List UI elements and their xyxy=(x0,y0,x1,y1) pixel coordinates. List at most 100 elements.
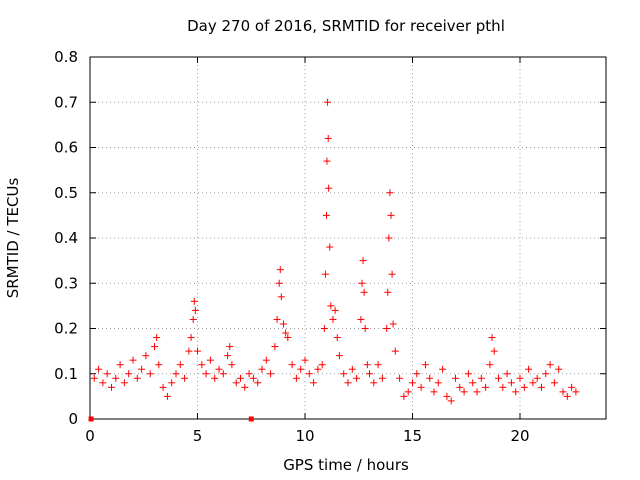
data-point xyxy=(555,365,563,373)
data-point xyxy=(276,266,284,274)
data-point xyxy=(282,329,290,337)
data-point xyxy=(146,370,154,378)
data-point xyxy=(329,315,337,323)
data-point xyxy=(310,379,318,387)
data-point xyxy=(404,388,412,396)
data-point xyxy=(325,184,333,192)
data-point xyxy=(499,383,507,391)
data-point xyxy=(324,134,332,142)
data-point xyxy=(176,361,184,369)
data-point xyxy=(550,379,558,387)
data-point xyxy=(464,370,472,378)
data-point xyxy=(384,288,392,296)
data-point xyxy=(284,334,292,342)
x-tick-label: 20 xyxy=(510,427,529,445)
data-point xyxy=(542,370,550,378)
data-point xyxy=(288,361,296,369)
data-point-square xyxy=(88,416,94,422)
y-tick-label: 0.7 xyxy=(54,93,78,111)
data-point xyxy=(292,374,300,382)
data-point xyxy=(386,189,394,197)
data-point xyxy=(323,157,331,165)
data-point xyxy=(108,383,115,391)
y-tick-label: 0.6 xyxy=(54,139,78,157)
data-point xyxy=(361,325,369,332)
data-point xyxy=(344,379,352,387)
data-point xyxy=(326,243,334,251)
data-point xyxy=(297,365,305,373)
data-point xyxy=(357,315,365,323)
data-point xyxy=(267,370,275,378)
x-axis: 0 5 10 15 20 xyxy=(85,57,530,445)
data-point xyxy=(280,320,287,328)
data-point xyxy=(172,370,180,378)
data-point xyxy=(305,370,313,378)
data-point xyxy=(190,297,198,305)
y-tick-label: 0.1 xyxy=(54,365,78,383)
data-point xyxy=(370,379,378,387)
data-point xyxy=(490,347,498,355)
data-point xyxy=(168,379,176,387)
data-point xyxy=(237,374,244,382)
data-point xyxy=(359,257,367,265)
data-point xyxy=(189,315,197,323)
data-point xyxy=(254,379,262,387)
data-point xyxy=(460,388,468,396)
y-tick-label: 0.8 xyxy=(54,48,78,66)
data-point xyxy=(409,379,416,387)
data-point xyxy=(151,343,158,351)
data-point xyxy=(482,383,490,391)
data-point xyxy=(333,334,341,342)
data-point xyxy=(321,270,329,278)
data-point xyxy=(95,365,103,373)
data-point xyxy=(133,374,141,382)
data-point xyxy=(533,374,541,382)
data-point xyxy=(538,383,545,391)
data-point xyxy=(262,356,270,364)
data-point xyxy=(430,388,438,396)
data-point xyxy=(417,383,425,391)
data-point xyxy=(277,293,285,301)
data-point xyxy=(456,383,464,391)
x-tick-label: 15 xyxy=(403,427,422,445)
data-point xyxy=(323,211,330,219)
data-point xyxy=(327,302,335,310)
data-point xyxy=(138,365,146,373)
x-tick-label: 10 xyxy=(295,427,314,445)
data-points xyxy=(88,98,580,422)
data-point xyxy=(273,315,281,323)
data-point xyxy=(439,365,447,373)
data-point xyxy=(331,306,339,314)
data-point xyxy=(187,334,195,342)
data-point xyxy=(378,374,386,382)
data-point-square xyxy=(248,416,254,422)
data-point xyxy=(324,98,332,106)
data-point xyxy=(389,320,397,328)
plot-frame xyxy=(89,56,607,420)
chart-title: Day 270 of 2016, SRMTID for receiver pth… xyxy=(187,17,505,35)
data-point xyxy=(486,361,494,369)
data-point xyxy=(155,361,163,369)
data-point xyxy=(469,379,477,387)
data-point xyxy=(320,325,328,332)
y-axis-label: SRMTID / TECUs xyxy=(4,178,22,299)
data-point xyxy=(546,361,554,369)
y-axis: 0 0.1 0.2 0.3 0.4 0.5 0.6 0.7 0.8 xyxy=(54,48,606,428)
data-point xyxy=(103,370,111,378)
data-point xyxy=(477,374,485,382)
data-point xyxy=(120,379,128,387)
data-point xyxy=(258,365,266,373)
data-point xyxy=(366,370,373,378)
data-point xyxy=(568,383,576,391)
data-point xyxy=(559,388,567,396)
data-point xyxy=(219,370,227,378)
data-point xyxy=(215,365,223,373)
data-point xyxy=(99,379,107,387)
data-point xyxy=(206,356,214,364)
data-point xyxy=(301,356,309,364)
data-point xyxy=(421,361,429,369)
data-point xyxy=(159,383,167,391)
data-point xyxy=(396,374,404,382)
data-point xyxy=(232,379,240,387)
data-point xyxy=(191,306,199,314)
